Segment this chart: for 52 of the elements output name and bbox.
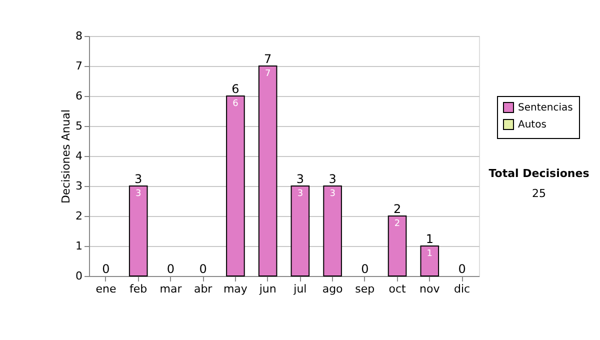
data-label: 1 (426, 249, 433, 259)
y-tick-label: 8 (76, 30, 82, 42)
total-label: 3 (296, 172, 304, 186)
text: Total Decisiones (488, 167, 590, 180)
bar (388, 216, 407, 276)
total-label: 0 (361, 262, 369, 276)
x-tick-label: dic (454, 282, 470, 296)
y-tick-label: 6 (76, 90, 82, 102)
bar (290, 186, 310, 276)
bar (226, 96, 245, 276)
total-label: 0 (166, 262, 175, 276)
bar (420, 246, 440, 276)
total-label: 0 (102, 262, 110, 276)
total-label: 6 (232, 82, 240, 96)
x-tick-label: ene (96, 282, 116, 296)
y-tick-label: 4 (76, 150, 82, 162)
legend-label: Autos (518, 120, 546, 130)
total-label: 1 (426, 232, 434, 246)
x-tick-label: jun (258, 282, 276, 296)
data-label: 7 (264, 69, 271, 79)
x-tick-label: mar (160, 282, 182, 296)
data-label: 2 (394, 219, 400, 229)
bar (128, 186, 148, 276)
total-label: 3 (328, 172, 336, 186)
x-tick-label: oct (388, 282, 407, 296)
x-tick-label: ago (322, 282, 344, 296)
x-tick-label: may (223, 282, 248, 296)
total-label: 3 (134, 172, 142, 186)
total-label: 2 (393, 202, 402, 216)
y-tick-label: 2 (76, 210, 82, 222)
legend-label: Sentencias (518, 102, 573, 114)
y-axis-title: Decisiones Anual (60, 109, 72, 204)
text: 25 (532, 187, 546, 200)
y-tick-label: 7 (76, 60, 82, 72)
y-tick-label: 5 (76, 120, 82, 132)
total-label: 7 (264, 52, 272, 66)
x-tick-label: abr (194, 282, 213, 296)
x-tick-label: feb (130, 282, 148, 296)
bar (258, 66, 278, 276)
y-tick-label: 3 (76, 180, 82, 192)
data-label: 3 (297, 189, 304, 199)
data-label: 3 (135, 189, 142, 199)
data-label: 6 (232, 99, 239, 109)
bar (323, 186, 342, 276)
y-tick-label: 0 (76, 270, 82, 282)
total-label: 0 (458, 262, 466, 276)
x-tick-label: nov (420, 282, 440, 296)
data-label: 3 (330, 189, 336, 199)
x-tick-label: sep (355, 282, 375, 296)
x-tick-label: jul (292, 282, 307, 296)
y-tick-label: 1 (76, 240, 82, 252)
total-label: 0 (199, 262, 207, 276)
